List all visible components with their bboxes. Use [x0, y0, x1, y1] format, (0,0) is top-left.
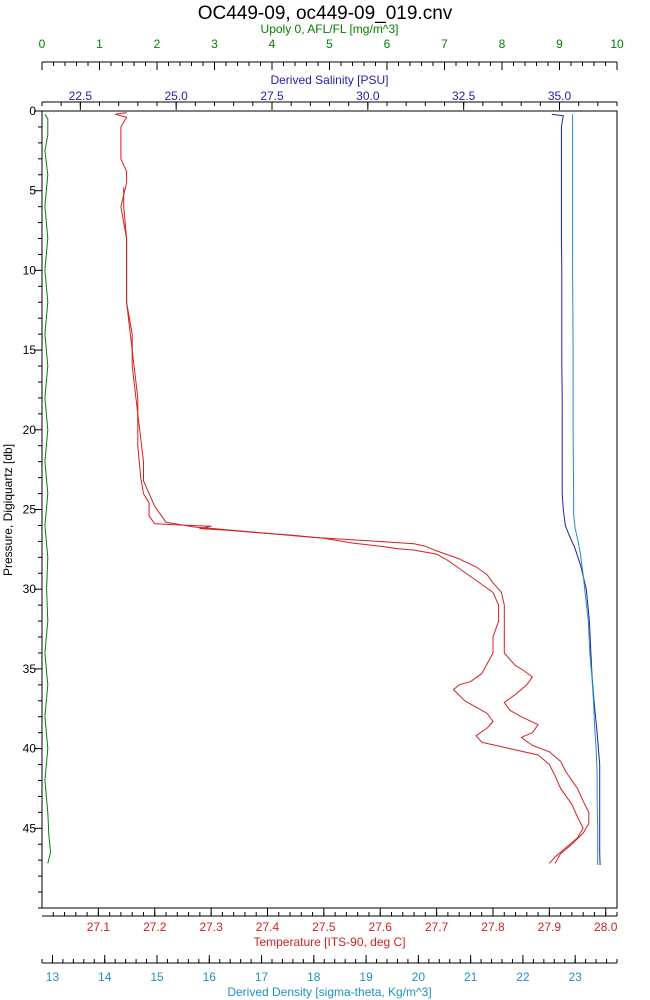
tick-label-fluor: 5 [326, 37, 333, 51]
series-layer [44, 112, 601, 866]
y-tick-label: 45 [23, 821, 37, 835]
tick-label-density: 13 [46, 970, 60, 984]
tick-label-salinity: 32.5 [452, 89, 476, 103]
series-line-salinity-2 [551, 113, 601, 866]
tick-label-density: 21 [464, 970, 478, 984]
tick-label-fluor: 7 [441, 37, 448, 51]
y-tick-label: 0 [29, 104, 36, 118]
y-tick-label: 5 [29, 184, 36, 198]
series-line-fluor-4 [44, 113, 52, 864]
y-tick-label: 35 [23, 662, 37, 676]
tick-label-density: 16 [203, 970, 217, 984]
tick-label-fluor: 3 [211, 37, 218, 51]
tick-label-salinity: 27.5 [260, 89, 284, 103]
tick-label-density: 14 [98, 970, 112, 984]
tick-label-density: 22 [516, 970, 530, 984]
tick-label-temperature: 28.0 [594, 920, 618, 934]
tick-label-fluor: 4 [269, 37, 276, 51]
axis-title-density: Derived Density [sigma-theta, Kg/m^3] [227, 985, 431, 999]
tick-label-temperature: 27.1 [87, 920, 111, 934]
y-tick-label: 30 [23, 582, 37, 596]
chart-title: OC449-09, oc449-09_019.cnv [198, 3, 453, 24]
axis-title-fluor: Upoly 0, AFL/FL [mg/m^3] [261, 22, 399, 36]
series-line-density-3 [572, 114, 599, 865]
tick-label-fluor: 1 [96, 37, 103, 51]
tick-label-fluor: 2 [154, 37, 161, 51]
plot-frame [41, 110, 618, 909]
tick-label-salinity: 22.5 [69, 89, 93, 103]
y-tick-label: 10 [23, 263, 37, 277]
tick-label-fluor: 0 [39, 37, 46, 51]
tick-label-temperature: 27.3 [199, 920, 223, 934]
tick-label-temperature: 27.9 [538, 920, 562, 934]
tick-label-temperature: 27.7 [425, 920, 449, 934]
tick-label-density: 17 [255, 970, 269, 984]
series-line-temperature-1 [123, 187, 590, 864]
y-tick-label: 40 [23, 742, 37, 756]
tick-label-temperature: 27.5 [312, 920, 336, 934]
y-tick-label: 15 [23, 343, 37, 357]
tick-label-density: 15 [150, 970, 164, 984]
tick-label-temperature: 27.2 [143, 920, 167, 934]
tick-label-salinity: 35.0 [548, 89, 572, 103]
y-tick-label: 20 [23, 423, 37, 437]
tick-label-fluor: 6 [384, 37, 391, 51]
tick-label-fluor: 8 [499, 37, 506, 51]
tick-label-temperature: 27.6 [369, 920, 393, 934]
tick-label-density: 23 [569, 970, 583, 984]
tick-label-fluor: 10 [610, 37, 624, 51]
tick-label-salinity: 25.0 [164, 89, 188, 103]
tick-label-density: 19 [359, 970, 373, 984]
y-axis-title: Pressure, Digiquartz [db] [1, 444, 15, 576]
tick-label-salinity: 30.0 [356, 89, 380, 103]
y-tick-label: 25 [23, 503, 37, 517]
axis-title-salinity: Derived Salinity [PSU] [270, 73, 388, 87]
tick-label-density: 20 [412, 970, 426, 984]
series-line-temperature-0 [114, 112, 584, 864]
axis-title-temperature: Temperature [ITS-90, deg C] [253, 935, 405, 949]
tick-label-temperature: 27.4 [256, 920, 280, 934]
tick-label-density: 18 [307, 970, 321, 984]
tick-label-fluor: 9 [556, 37, 563, 51]
tick-label-temperature: 27.8 [481, 920, 505, 934]
